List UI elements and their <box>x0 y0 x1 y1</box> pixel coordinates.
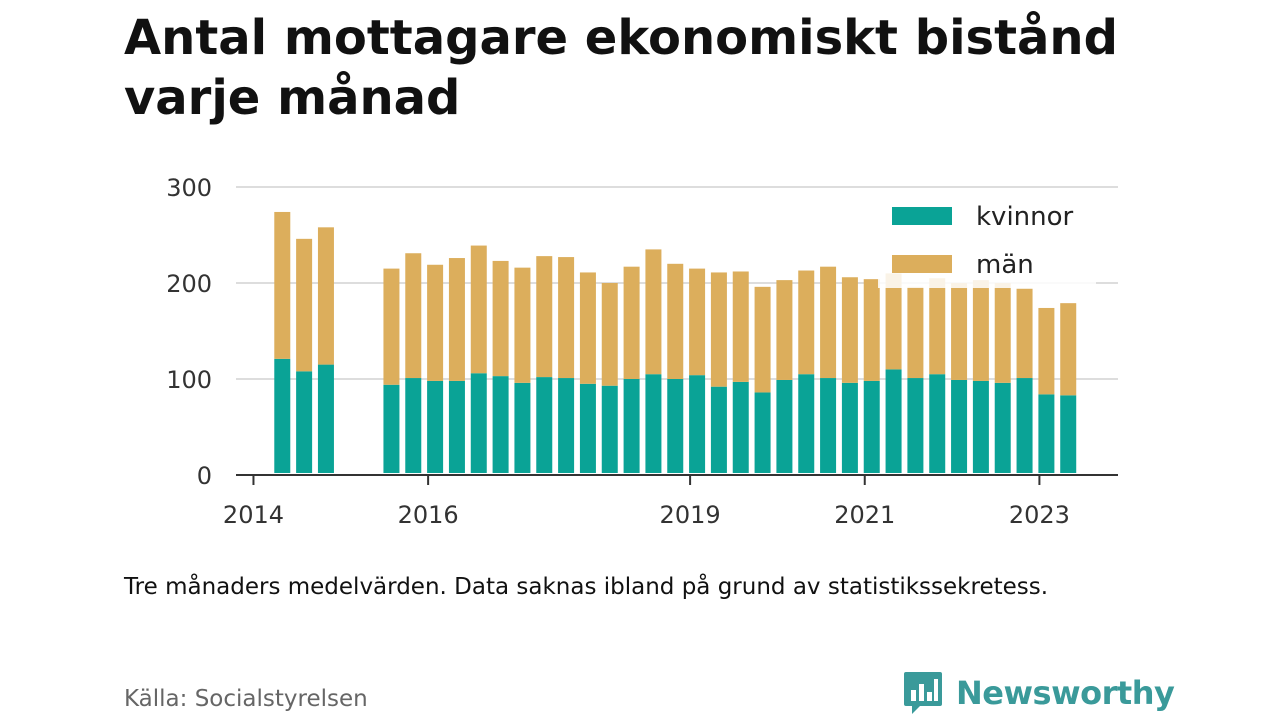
bar-män-8 <box>492 260 509 377</box>
bar-kvinnor-27 <box>907 378 924 473</box>
bar-män-14 <box>623 266 640 379</box>
bar-män-12 <box>579 272 596 384</box>
bar-män-31 <box>994 283 1011 383</box>
chart-note: Tre månaders medelvärden. Data saknas ib… <box>124 574 1049 600</box>
bar-kvinnor-17 <box>689 375 706 473</box>
source-credit: Källa: Socialstyrelsen <box>124 686 368 712</box>
stacked-bar-chart: 0 100 200 300 2014 2016 2019 2021 2023 kvinnor mä… <box>166 174 1118 529</box>
bar-kvinnor-21 <box>776 379 793 473</box>
bar-kvinnor-2 <box>317 364 334 473</box>
bar-kvinnor-3 <box>383 384 400 473</box>
bar-män-30 <box>972 280 989 381</box>
x-tick-label: 2016 <box>398 501 459 529</box>
bar-kvinnor-23 <box>820 378 837 473</box>
bar-kvinnor-11 <box>558 378 575 473</box>
bar-kvinnor-0 <box>274 358 291 473</box>
bar-kvinnor-13 <box>601 385 618 473</box>
bar-män-16 <box>667 263 684 379</box>
bar-män-6 <box>448 258 465 381</box>
bar-män-25 <box>863 279 880 381</box>
bar-kvinnor-34 <box>1060 395 1077 473</box>
bar-män-26 <box>885 273 902 370</box>
bar-män-5 <box>427 264 444 381</box>
bar-män-21 <box>776 280 793 380</box>
bar-kvinnor-31 <box>994 382 1011 473</box>
y-tick-label: 300 <box>166 174 212 202</box>
bar-kvinnor-14 <box>623 379 640 473</box>
bar-män-18 <box>710 272 727 387</box>
legend: kvinnor män <box>878 196 1096 288</box>
bar-kvinnor-19 <box>732 381 749 473</box>
bar-män-0 <box>274 211 291 359</box>
bars <box>274 211 1077 473</box>
chart-title: Antal mottagare ekonomiskt bistånd varje… <box>124 10 1118 126</box>
bar-män-20 <box>754 286 771 393</box>
bar-män-29 <box>951 283 968 380</box>
bar-kvinnor-32 <box>1016 378 1033 473</box>
bar-män-1 <box>296 238 313 372</box>
bar-kvinnor-29 <box>951 379 968 473</box>
bar-kvinnor-33 <box>1038 394 1055 473</box>
bar-män-19 <box>732 271 749 382</box>
legend-swatch-0 <box>892 207 952 225</box>
bar-män-15 <box>645 249 662 375</box>
legend-label-1: män <box>976 250 1034 280</box>
bar-kvinnor-5 <box>427 380 444 473</box>
bar-män-27 <box>907 286 924 379</box>
bar-män-17 <box>689 268 706 376</box>
bar-kvinnor-6 <box>448 380 465 473</box>
bar-kvinnor-26 <box>885 369 902 473</box>
newsworthy-bar-chart-icon <box>904 672 942 714</box>
bar-kvinnor-20 <box>754 392 771 473</box>
x-tick-label: 2023 <box>1009 501 1070 529</box>
bar-kvinnor-7 <box>470 373 487 473</box>
bar-kvinnor-15 <box>645 374 662 473</box>
bar-män-33 <box>1038 307 1055 395</box>
bar-kvinnor-18 <box>710 386 727 473</box>
x-tick-label: 2021 <box>834 501 895 529</box>
bar-män-3 <box>383 268 400 385</box>
bar-män-34 <box>1060 303 1077 396</box>
y-tick-label: 100 <box>166 366 212 394</box>
bar-män-2 <box>317 227 334 365</box>
bar-män-22 <box>798 270 815 375</box>
y-tick-label: 200 <box>166 270 212 298</box>
bar-män-24 <box>841 277 858 383</box>
logo-text: Newsworthy <box>956 674 1175 712</box>
bar-kvinnor-9 <box>514 382 531 473</box>
bar-kvinnor-25 <box>863 380 880 473</box>
bar-kvinnor-4 <box>405 378 422 473</box>
bar-män-13 <box>601 283 618 386</box>
bar-kvinnor-8 <box>492 376 509 473</box>
legend-label-0: kvinnor <box>976 202 1074 232</box>
bar-kvinnor-24 <box>841 382 858 473</box>
bar-män-9 <box>514 267 531 383</box>
bar-kvinnor-16 <box>667 379 684 473</box>
bar-kvinnor-28 <box>929 374 946 473</box>
legend-swatch-1 <box>892 255 952 273</box>
bar-kvinnor-10 <box>536 377 553 473</box>
x-tick-label: 2019 <box>660 501 721 529</box>
y-tick-label: 0 <box>197 462 212 490</box>
bar-kvinnor-30 <box>972 380 989 473</box>
bar-män-23 <box>820 266 837 379</box>
bar-män-10 <box>536 256 553 378</box>
x-tick-label: 2014 <box>223 501 284 529</box>
bar-män-28 <box>929 278 946 375</box>
bar-män-32 <box>1016 288 1033 379</box>
newsworthy-logo[interactable]: Newsworthy <box>902 670 1175 716</box>
bar-kvinnor-22 <box>798 374 815 473</box>
bar-kvinnor-1 <box>296 371 313 473</box>
bar-kvinnor-12 <box>579 383 596 473</box>
bar-män-11 <box>558 257 575 379</box>
axes: 0 100 200 300 2014 2016 2019 2021 2023 <box>166 174 1118 529</box>
bar-män-4 <box>405 253 422 379</box>
bar-män-7 <box>470 245 487 374</box>
